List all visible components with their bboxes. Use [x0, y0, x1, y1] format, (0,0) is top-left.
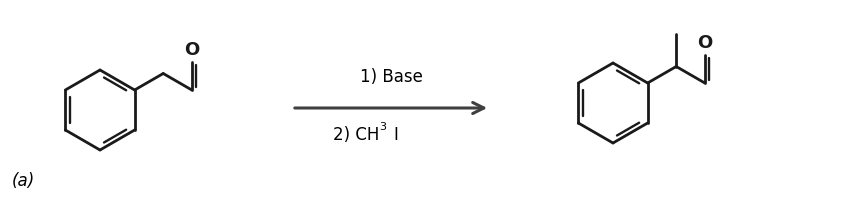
Text: (a): (a)	[12, 172, 35, 190]
Text: 2) CH: 2) CH	[333, 126, 379, 144]
Text: 1) Base: 1) Base	[360, 68, 422, 86]
Text: O: O	[184, 41, 199, 59]
Text: 3: 3	[379, 122, 386, 132]
Text: O: O	[697, 34, 712, 52]
Text: I: I	[393, 126, 398, 144]
